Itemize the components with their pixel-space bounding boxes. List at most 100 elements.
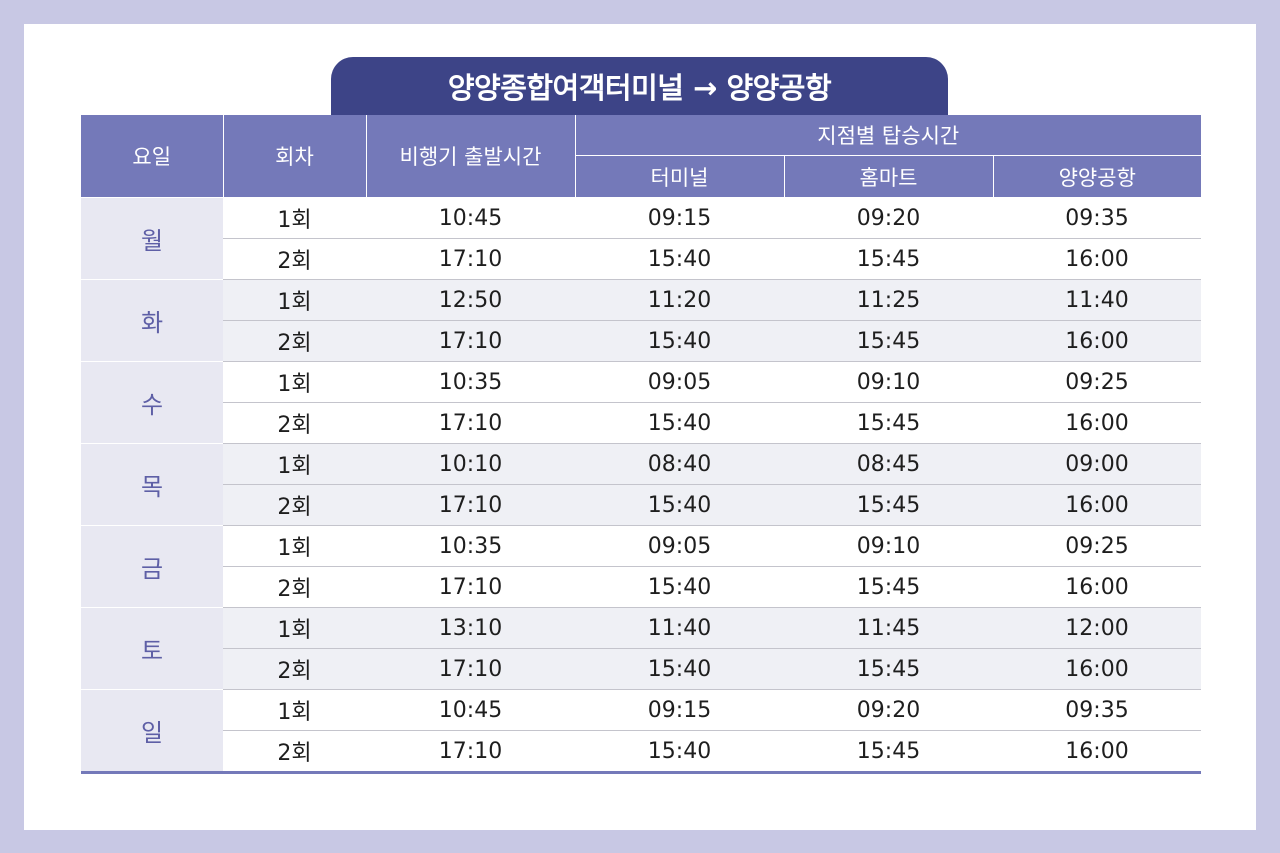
airport-time-cell: 09:35 [993,689,1202,731]
terminal-time-cell: 15:40 [575,238,784,280]
homemart-time-cell: 15:45 [784,320,993,362]
departure-cell: 17:10 [366,730,575,774]
homemart-time-cell: 11:25 [784,279,993,321]
header-run: 회차 [223,115,367,198]
table-row: 금 1회 10:35 09:05 09:10 09:25 [81,525,1202,608]
airport-time-cell: 16:00 [993,566,1202,608]
terminal-time-cell: 15:40 [575,402,784,444]
departure-cell: 10:45 [366,689,575,731]
terminal-time-cell: 11:20 [575,279,784,321]
run-cell: 2회 [223,648,366,690]
airport-time-cell: 16:00 [993,484,1202,526]
table-row: 수 1회 10:35 09:05 09:10 09:25 [81,361,1202,444]
terminal-time-cell: 15:40 [575,484,784,526]
departure-cell: 13:10 [366,607,575,649]
terminal-time-cell: 15:40 [575,320,784,362]
departure-cell: 17:10 [366,648,575,690]
run-cell: 1회 [223,361,366,403]
day-cell: 금 [81,525,223,608]
table-row: 2회 17:10 15:40 15:45 16:00 [81,238,1202,280]
table-row: 2회 17:10 15:40 15:45 16:00 [81,566,1202,608]
departure-cell: 17:10 [366,402,575,444]
terminal-time-cell: 11:40 [575,607,784,649]
run-cell: 2회 [223,566,366,608]
header-homemart: 홈마트 [784,155,994,198]
table-row: 토 1회 13:10 11:40 11:45 12:00 [81,607,1202,690]
departure-cell: 17:10 [366,320,575,362]
homemart-time-cell: 15:45 [784,730,993,774]
departure-cell: 12:50 [366,279,575,321]
day-cell: 화 [81,279,223,362]
homemart-time-cell: 09:10 [784,525,993,567]
terminal-time-cell: 09:05 [575,525,784,567]
departure-cell: 10:35 [366,361,575,403]
homemart-time-cell: 11:45 [784,607,993,649]
airport-time-cell: 16:00 [993,238,1202,280]
table-row: 월 1회 10:45 09:15 09:20 09:35 [81,197,1202,280]
table-row: 2회 17:10 15:40 15:45 16:00 [81,730,1202,774]
header-boarding-group: 지점별 탑승시간 [575,115,1202,156]
airport-time-cell: 12:00 [993,607,1202,649]
homemart-time-cell: 15:45 [784,238,993,280]
terminal-time-cell: 09:15 [575,689,784,731]
terminal-time-cell: 09:05 [575,361,784,403]
homemart-time-cell: 15:45 [784,484,993,526]
departure-cell: 10:45 [366,197,575,239]
run-cell: 2회 [223,238,366,280]
table-row: 2회 17:10 15:40 15:45 16:00 [81,320,1202,362]
homemart-time-cell: 09:20 [784,689,993,731]
departure-cell: 17:10 [366,238,575,280]
departure-cell: 17:10 [366,484,575,526]
airport-time-cell: 09:00 [993,443,1202,485]
airport-time-cell: 16:00 [993,402,1202,444]
departure-cell: 10:10 [366,443,575,485]
schedule-table: 요일 회차 비행기 출발시간 지점별 탑승시간 터미널 홈마트 양양공항 월 1회… [81,115,1202,774]
run-cell: 1회 [223,443,366,485]
terminal-time-cell: 08:40 [575,443,784,485]
departure-cell: 10:35 [366,525,575,567]
day-cell: 수 [81,361,223,444]
airport-time-cell: 09:25 [993,525,1202,567]
day-cell: 목 [81,443,223,526]
run-cell: 1회 [223,689,366,731]
route-title: 양양종합여객터미널 → 양양공항 [331,57,948,115]
homemart-time-cell: 15:45 [784,566,993,608]
airport-time-cell: 11:40 [993,279,1202,321]
table-row: 목 1회 10:10 08:40 08:45 09:00 [81,443,1202,526]
run-cell: 2회 [223,402,366,444]
run-cell: 2회 [223,484,366,526]
day-cell: 일 [81,689,223,774]
airport-time-cell: 09:35 [993,197,1202,239]
airport-time-cell: 16:00 [993,648,1202,690]
airport-time-cell: 09:25 [993,361,1202,403]
header-departure: 비행기 출발시간 [366,115,576,198]
header-day: 요일 [81,115,224,198]
header-terminal: 터미널 [575,155,785,198]
header-airport: 양양공항 [993,155,1202,198]
day-cell: 월 [81,197,223,280]
run-cell: 1회 [223,197,366,239]
table-row: 2회 17:10 15:40 15:45 16:00 [81,484,1202,526]
table-body: 월 1회 10:45 09:15 09:20 09:35 2회 17:10 15:40 15:45… [81,197,1202,774]
homemart-time-cell: 15:45 [784,648,993,690]
homemart-time-cell: 15:45 [784,402,993,444]
table-row: 2회 17:10 15:40 15:45 16:00 [81,648,1202,690]
homemart-time-cell: 09:20 [784,197,993,239]
table-row: 일 1회 10:45 09:15 09:20 09:35 [81,689,1202,774]
terminal-time-cell: 15:40 [575,566,784,608]
run-cell: 1회 [223,525,366,567]
run-cell: 1회 [223,607,366,649]
day-cell: 토 [81,607,223,690]
table-row: 화 1회 12:50 11:20 11:25 11:40 [81,279,1202,362]
terminal-time-cell: 15:40 [575,648,784,690]
homemart-time-cell: 08:45 [784,443,993,485]
run-cell: 2회 [223,320,366,362]
run-cell: 1회 [223,279,366,321]
terminal-time-cell: 15:40 [575,730,784,774]
homemart-time-cell: 09:10 [784,361,993,403]
airport-time-cell: 16:00 [993,320,1202,362]
airport-time-cell: 16:00 [993,730,1202,774]
table-header: 요일 회차 비행기 출발시간 지점별 탑승시간 터미널 홈마트 양양공항 [81,115,1202,198]
terminal-time-cell: 09:15 [575,197,784,239]
run-cell: 2회 [223,730,366,774]
